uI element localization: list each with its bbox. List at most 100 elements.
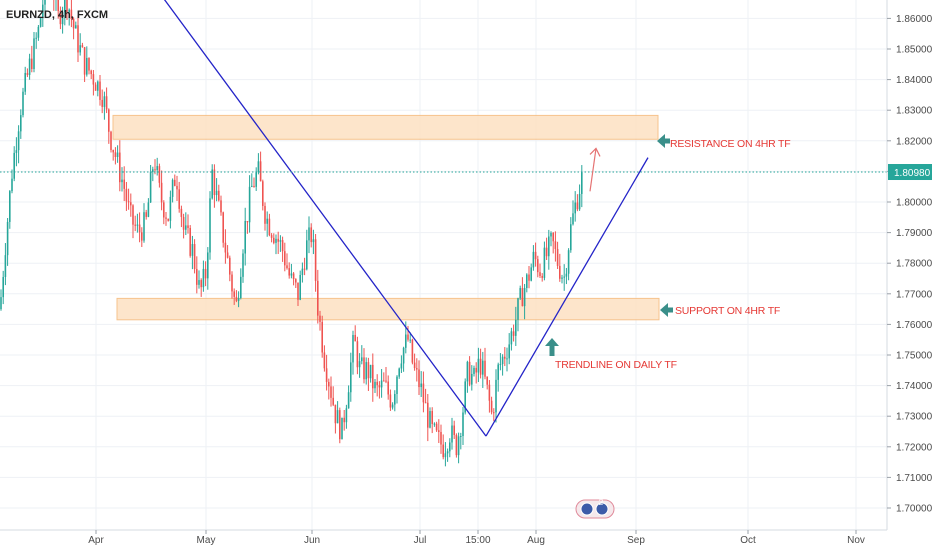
x-tick-label: Nov bbox=[847, 535, 865, 546]
candle-body bbox=[119, 152, 121, 183]
candle-body bbox=[455, 434, 458, 456]
candle-body bbox=[237, 298, 240, 301]
candle-body bbox=[262, 181, 264, 206]
candle-body bbox=[545, 247, 548, 257]
candle-body bbox=[72, 18, 75, 29]
candle-body bbox=[244, 221, 246, 254]
last-price-label: 1.80980 bbox=[894, 168, 931, 179]
candle-body bbox=[163, 202, 165, 218]
candle-body bbox=[171, 179, 174, 197]
candle-body bbox=[70, 9, 73, 19]
x-tick-label: Jun bbox=[304, 535, 320, 546]
candle-body bbox=[193, 244, 196, 269]
candle-body bbox=[336, 410, 339, 424]
flag-icon bbox=[580, 502, 594, 516]
candle-body bbox=[440, 431, 442, 445]
price-axis[interactable]: 1.70000 1.71000 1.72000 1.73000 1.74000 1.750… bbox=[887, 0, 932, 515]
candle-body bbox=[578, 193, 581, 210]
candle-body bbox=[548, 236, 550, 257]
y-tick-label: 1.75000 bbox=[896, 351, 932, 362]
candle-body bbox=[570, 224, 572, 251]
candle-body bbox=[114, 152, 117, 158]
candle-body bbox=[323, 352, 326, 369]
candle-body bbox=[372, 364, 374, 389]
candle-body bbox=[226, 252, 229, 258]
candle-body bbox=[97, 81, 99, 91]
candle-body bbox=[435, 423, 438, 431]
candles bbox=[0, 0, 583, 467]
x-tick-label: Sep bbox=[627, 535, 645, 546]
candle-body bbox=[57, 0, 59, 11]
y-tick-label: 1.85000 bbox=[896, 45, 932, 56]
candle-body bbox=[387, 381, 389, 395]
candle-body bbox=[526, 274, 528, 288]
candle-body bbox=[39, 18, 42, 27]
candle-body bbox=[416, 368, 418, 370]
candle-body bbox=[369, 364, 372, 379]
candle-body bbox=[380, 380, 383, 388]
candle-body bbox=[559, 265, 561, 279]
candle-body bbox=[350, 362, 352, 393]
candle-body bbox=[433, 423, 436, 425]
candle-body bbox=[196, 268, 198, 285]
candle-body bbox=[154, 169, 156, 171]
candle-body bbox=[576, 202, 579, 210]
candle-body bbox=[37, 26, 40, 38]
candle-body bbox=[13, 152, 15, 179]
y-tick-label: 1.73000 bbox=[896, 412, 932, 423]
candle-body bbox=[211, 169, 213, 199]
candle-body bbox=[233, 291, 235, 297]
candle-body bbox=[121, 179, 123, 183]
candle-body bbox=[248, 186, 251, 223]
trendline-arrow-icon bbox=[545, 338, 559, 356]
candle-body bbox=[24, 72, 26, 92]
candle-body bbox=[317, 280, 319, 316]
y-tick-label: 1.74000 bbox=[896, 381, 932, 392]
candle-body bbox=[253, 185, 255, 187]
candle-body bbox=[409, 339, 411, 341]
candle-body bbox=[178, 189, 180, 209]
candle-body bbox=[33, 38, 35, 69]
candle-body bbox=[255, 172, 257, 187]
event-badge[interactable]: 2 bbox=[575, 498, 615, 519]
candle-body bbox=[259, 161, 262, 182]
candle-body bbox=[145, 212, 147, 217]
last-price-tag[interactable] bbox=[888, 164, 932, 181]
candle-body bbox=[297, 282, 299, 300]
candle-body bbox=[517, 298, 519, 320]
candle-body bbox=[66, 0, 68, 12]
candle-body bbox=[534, 251, 537, 260]
candle-body bbox=[556, 248, 559, 266]
time-axis[interactable]: Apr May Jun Jul 15:00 Aug Sep Oct Nov bbox=[88, 530, 865, 546]
candle-body bbox=[110, 131, 112, 150]
candle-body bbox=[88, 57, 90, 71]
symbol-title[interactable]: EURNZD, 4h, FXCM bbox=[6, 9, 108, 21]
candle-body bbox=[552, 232, 554, 242]
support-label: SUPPORT ON 4HR TF bbox=[675, 305, 780, 317]
candle-body bbox=[11, 178, 13, 192]
candle-body bbox=[174, 179, 176, 186]
candle-body bbox=[299, 274, 301, 300]
candle-body bbox=[352, 334, 354, 363]
candle-body bbox=[321, 321, 323, 353]
candle-body bbox=[396, 376, 398, 394]
x-tick-label: Oct bbox=[740, 535, 756, 546]
candle-body bbox=[68, 9, 70, 12]
candle-body bbox=[361, 357, 363, 362]
candle-body bbox=[127, 201, 130, 203]
y-tick-label: 1.72000 bbox=[896, 442, 932, 453]
candle-body bbox=[2, 276, 4, 298]
candle-body bbox=[398, 368, 400, 377]
candle-body bbox=[165, 217, 167, 219]
projection-arrow-shaft bbox=[589, 148, 597, 192]
candle-body bbox=[420, 383, 422, 388]
candle-body bbox=[477, 358, 480, 373]
candle-body bbox=[495, 379, 497, 413]
candle-body bbox=[308, 227, 310, 241]
candle-body bbox=[567, 250, 570, 274]
candle-body bbox=[286, 265, 288, 269]
candle-body bbox=[270, 235, 273, 238]
